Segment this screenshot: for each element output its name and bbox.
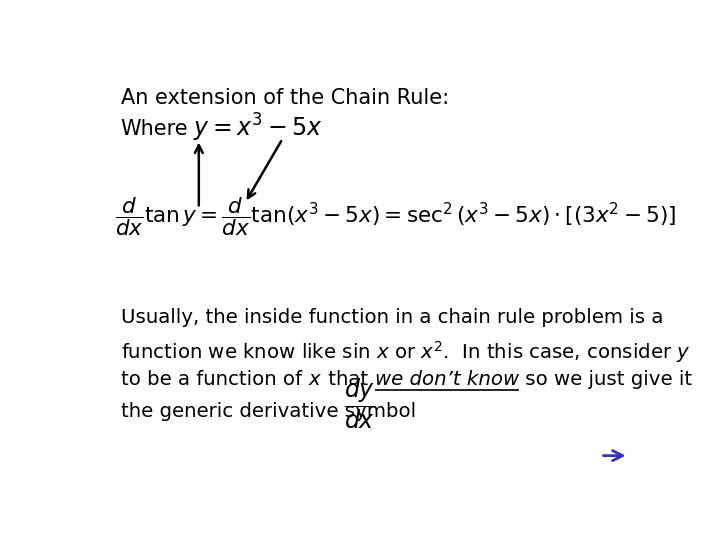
Text: Where: Where: [121, 119, 189, 139]
Text: so we just give it: so we just give it: [519, 370, 692, 389]
Text: that: that: [323, 370, 374, 389]
Text: we don’t know: we don’t know: [374, 370, 519, 389]
Text: function we know like sin $x$ or $x^2$.  In this case, consider $y$: function we know like sin $x$ or $x^2$. …: [121, 339, 690, 365]
Text: the generic derivative symbol: the generic derivative symbol: [121, 402, 416, 421]
Text: An extension of the Chain Rule:: An extension of the Chain Rule:: [121, 87, 449, 107]
Text: $\dfrac{d}{dx}\tan y = \dfrac{d}{dx}\tan(x^3 - 5x) = \sec^2(x^3-5x)\cdot[(3x^2-5: $\dfrac{d}{dx}\tan y = \dfrac{d}{dx}\tan…: [115, 195, 676, 238]
Text: $\dfrac{dy}{dx}$: $\dfrac{dy}{dx}$: [344, 376, 375, 431]
Text: to be a function of: to be a function of: [121, 370, 308, 389]
Text: $y = x^3 - 5x$: $y = x^3 - 5x$: [193, 112, 323, 144]
Text: Usually, the inside function in a chain rule problem is a: Usually, the inside function in a chain …: [121, 308, 663, 327]
Text: $x$: $x$: [308, 370, 323, 389]
